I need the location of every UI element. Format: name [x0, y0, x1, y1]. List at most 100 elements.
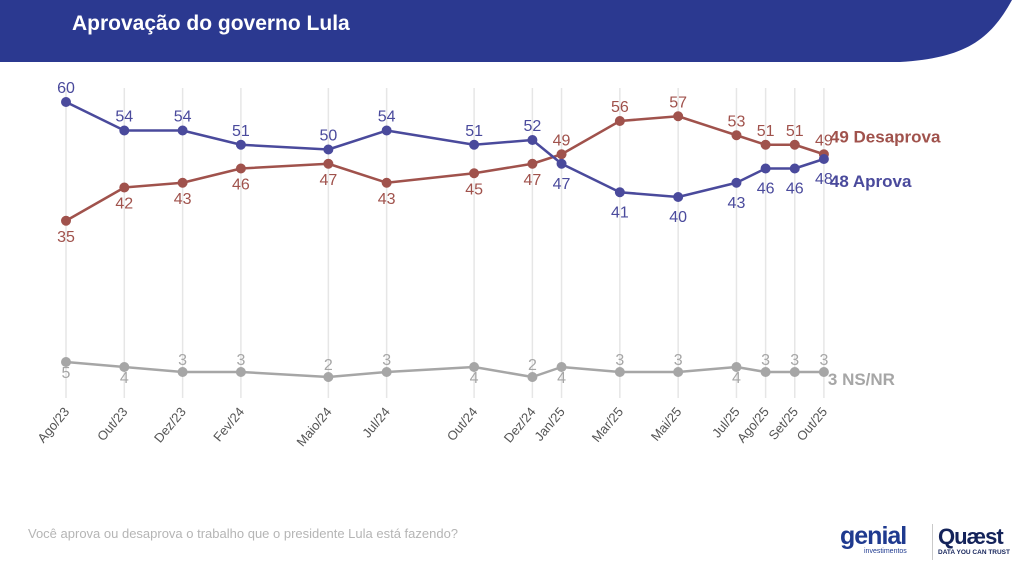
desaprova-data-label: 53 — [728, 113, 746, 130]
nsnr-point — [469, 362, 480, 372]
desaprova-point — [673, 111, 684, 122]
aprova-data-label: 54 — [378, 109, 396, 126]
x-tick-label: Mar/25 — [589, 404, 627, 445]
desaprova-data-label: 47 — [524, 172, 542, 189]
desaprova-data-label: 46 — [232, 177, 250, 194]
aprova-point — [381, 125, 392, 136]
desaprova-data-label: 45 — [465, 181, 483, 198]
desaprova-data-label: 49 — [815, 132, 833, 149]
nsnr-data-label: 3 — [615, 352, 624, 369]
genial-logo-subtitle: investimentos — [864, 548, 907, 555]
desaprova-point — [614, 116, 625, 126]
aprova-point — [760, 163, 771, 174]
desaprova-data-label: 57 — [669, 94, 687, 111]
aprova-data-label: 51 — [465, 123, 483, 140]
desaprova-data-label: 51 — [757, 123, 775, 140]
aprova-data-label: 51 — [232, 123, 250, 140]
genial-logo: genial — [840, 522, 907, 550]
nsnr-data-label: 4 — [732, 370, 741, 387]
aprova-point — [527, 135, 538, 145]
desaprova-point — [177, 177, 188, 188]
approval-line-chart: Ago/23 Out/23 Dez/23 Fev/24 Maio/24 Jul/24 Out… — [34, 80, 941, 449]
nsnr-point — [527, 372, 538, 382]
aprova-data-label: 54 — [115, 109, 133, 126]
nsnr-data-label: 3 — [790, 352, 799, 369]
aprova-point — [673, 192, 684, 202]
aprova-data-label: 48 — [815, 171, 833, 188]
desaprova-point — [527, 158, 538, 169]
nsnr-point — [323, 372, 334, 382]
nsnr-point — [673, 367, 684, 377]
aprova-data-label: 46 — [786, 181, 804, 198]
desaprova-point — [789, 139, 800, 150]
x-tick-label: Out/25 — [794, 404, 831, 444]
aprova-point — [469, 139, 480, 150]
aprova-data-label: 41 — [611, 204, 629, 221]
nsnr-data-label: 4 — [557, 370, 566, 387]
nsnr-point — [61, 357, 71, 367]
nsnr-data-label: 2 — [528, 357, 537, 374]
x-tick-label: Jan/25 — [531, 404, 568, 444]
desaprova-data-label: 35 — [57, 229, 75, 246]
x-tick-label: Maio/24 — [293, 404, 334, 449]
aprova-data-label: 60 — [57, 80, 75, 97]
logo-separator — [932, 524, 933, 560]
aprova-point — [235, 139, 246, 150]
nsnr-point — [789, 367, 800, 377]
aprova-point — [61, 97, 71, 107]
nsnr-data-label: 3 — [236, 352, 245, 369]
desaprova-point — [235, 163, 246, 174]
x-tick-label: Ago/23 — [34, 404, 72, 445]
desaprova-data-label: 43 — [174, 191, 192, 208]
aprova-data-label: 46 — [757, 181, 775, 198]
nsnr-point — [119, 362, 130, 372]
aprova-point — [614, 187, 625, 198]
aprova-point — [556, 158, 567, 169]
desaprova-end-label: 49 Desaprova — [830, 127, 941, 146]
quaest-logo-tagline: DATA YOU CAN TRUST — [938, 549, 1010, 556]
x-tick-label: Mai/25 — [648, 404, 685, 444]
header-background — [0, 0, 1012, 62]
x-tick-label: Fev/24 — [210, 404, 247, 444]
aprova-data-label: 43 — [728, 195, 746, 212]
nsnr-data-label: 3 — [819, 352, 828, 369]
desaprova-point — [323, 158, 334, 169]
nsnr-point — [381, 367, 392, 377]
desaprova-data-label: 43 — [378, 191, 396, 208]
x-tick-label: Out/23 — [94, 404, 131, 444]
aprova-point — [731, 177, 742, 188]
nsnr-point — [614, 367, 625, 377]
brand-logos: genial investimentos Quæst DATA YOU CAN … — [840, 522, 1020, 562]
nsnr-point — [235, 367, 246, 377]
nsnr-data-label: 2 — [324, 357, 333, 374]
nsnr-data-label: 3 — [761, 352, 770, 369]
aprova-data-label: 54 — [174, 109, 192, 126]
desaprova-data-label: 42 — [115, 196, 133, 213]
aprova-end-label: 48 Aprova — [830, 172, 912, 191]
nsnr-end-label: 3 NS/NR — [828, 370, 895, 389]
aprova-point — [323, 144, 334, 155]
desaprova-data-label: 56 — [611, 99, 629, 116]
desaprova-point — [61, 215, 71, 226]
aprova-point — [177, 125, 188, 136]
nsnr-point — [731, 362, 742, 372]
desaprova-data-label: 49 — [553, 132, 571, 149]
desaprova-point — [731, 130, 742, 141]
desaprova-point — [381, 177, 392, 188]
nsnr-point — [177, 367, 188, 377]
desaprova-data-label: 51 — [786, 123, 804, 140]
survey-question: Você aprova ou desaprova o trabalho que … — [28, 526, 459, 541]
desaprova-point — [556, 149, 567, 160]
quaest-logo: Quæst — [938, 524, 1004, 549]
page-title: Aprovação do governo Lula — [72, 12, 350, 35]
x-tick-label: Ago/25 — [734, 404, 772, 445]
aprova-data-label: 52 — [524, 118, 542, 135]
desaprova-point — [119, 182, 130, 193]
nsnr-data-label: 5 — [62, 365, 71, 382]
nsnr-data-label: 3 — [382, 352, 391, 369]
x-tick-label: Dez/23 — [151, 404, 189, 445]
nsnr-data-label: 4 — [470, 370, 479, 387]
aprova-point — [789, 163, 800, 174]
nsnr-point — [818, 367, 829, 377]
x-tick-label: Out/24 — [444, 404, 481, 444]
